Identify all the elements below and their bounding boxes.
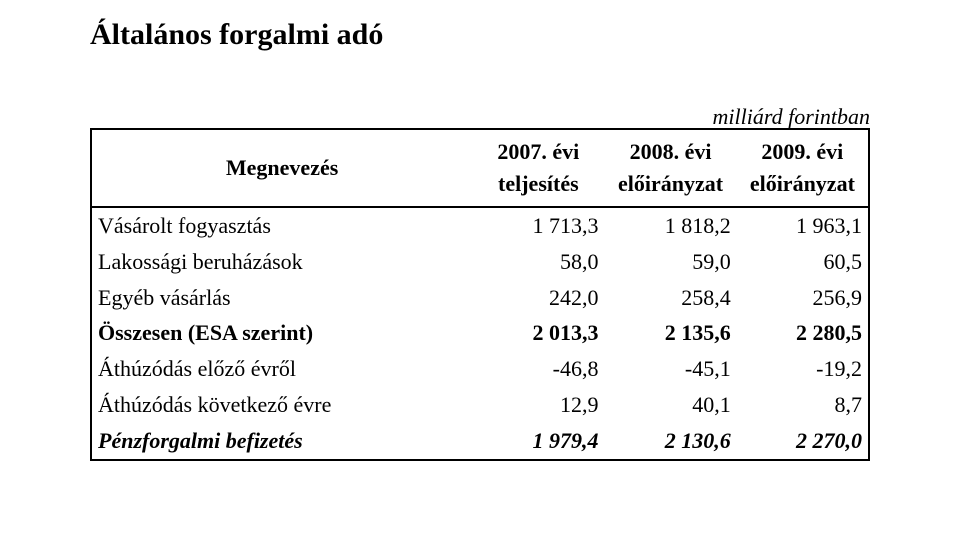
cell-value: -46,8 [472,351,604,387]
cell-value: 60,5 [737,244,869,280]
col-header-2007-line2: teljesítés [478,168,598,200]
page-title: Általános forgalmi adó [90,18,870,52]
cell-value: -19,2 [737,351,869,387]
cell-value: 242,0 [472,280,604,316]
vat-table: Megnevezés 2007. évi teljesítés 2008. év… [90,128,870,461]
table-row: Vásárolt fogyasztás 1 713,3 1 818,2 1 96… [91,207,869,244]
table-row: Pénzforgalmi befizetés 1 979,4 2 130,6 2… [91,423,869,460]
col-header-2008: 2008. évi előirányzat [604,129,736,207]
cell-value: 258,4 [604,280,736,316]
cell-value: 59,0 [604,244,736,280]
col-header-2009-line2: előirányzat [743,168,862,200]
unit-label: milliárd forintban [713,104,870,130]
cell-name: Egyéb vásárlás [91,280,472,316]
cell-value: 40,1 [604,387,736,423]
col-header-2008-line1: 2008. évi [610,136,730,168]
cell-value: 2 270,0 [737,423,869,460]
table-row: Egyéb vásárlás 242,0 258,4 256,9 [91,280,869,316]
cell-name: Pénzforgalmi befizetés [91,423,472,460]
col-header-2007: 2007. évi teljesítés [472,129,604,207]
col-header-2009: 2009. évi előirányzat [737,129,869,207]
cell-value: -45,1 [604,351,736,387]
cell-value: 1 963,1 [737,207,869,244]
table-body: Vásárolt fogyasztás 1 713,3 1 818,2 1 96… [91,207,869,460]
cell-value: 8,7 [737,387,869,423]
cell-value: 1 979,4 [472,423,604,460]
table-row: Áthúzódás előző évről -46,8 -45,1 -19,2 [91,351,869,387]
cell-value: 2 130,6 [604,423,736,460]
cell-value: 1 818,2 [604,207,736,244]
cell-value: 256,9 [737,280,869,316]
cell-name: Lakossági beruházások [91,244,472,280]
cell-name: Vásárolt fogyasztás [91,207,472,244]
table-row: Áthúzódás következő évre 12,9 40,1 8,7 [91,387,869,423]
cell-value: 2 135,6 [604,315,736,351]
col-header-name: Megnevezés [91,129,472,207]
cell-value: 2 013,3 [472,315,604,351]
col-header-name-line1: Megnevezés [98,152,466,184]
col-header-2009-line1: 2009. évi [743,136,862,168]
cell-name: Áthúzódás előző évről [91,351,472,387]
cell-value: 58,0 [472,244,604,280]
cell-name: Összesen (ESA szerint) [91,315,472,351]
cell-value: 1 713,3 [472,207,604,244]
col-header-2008-line2: előirányzat [610,168,730,200]
table-row: Lakossági beruházások 58,0 59,0 60,5 [91,244,869,280]
col-header-2007-line1: 2007. évi [478,136,598,168]
cell-value: 2 280,5 [737,315,869,351]
cell-value: 12,9 [472,387,604,423]
table-row: Összesen (ESA szerint) 2 013,3 2 135,6 2… [91,315,869,351]
cell-name: Áthúzódás következő évre [91,387,472,423]
